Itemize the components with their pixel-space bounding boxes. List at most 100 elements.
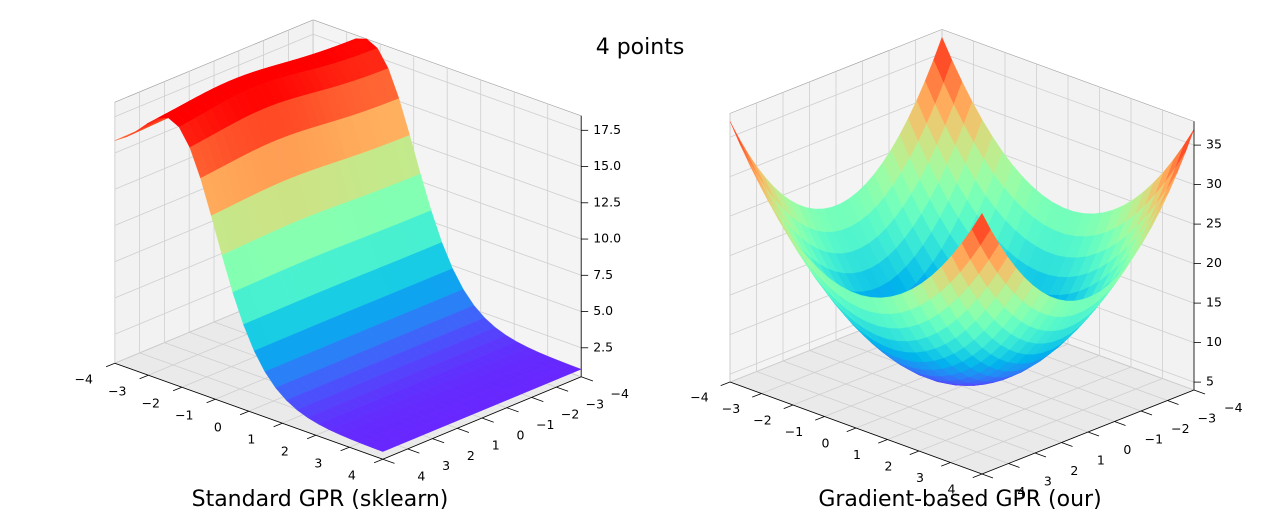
surface: [114, 38, 582, 452]
z-tick-label: 10.0: [593, 231, 621, 246]
z-tick-label: 20: [1206, 255, 1222, 270]
surface: [729, 36, 1195, 386]
tick-mark: [1167, 400, 1179, 405]
tick-mark: [1193, 389, 1206, 395]
y-tick-label: −4: [690, 390, 708, 405]
z-tick-label: 25: [1206, 216, 1222, 231]
tick-mark: [556, 386, 569, 392]
x-tick-label: −4: [1224, 400, 1242, 415]
y-tick-label: 0: [822, 436, 830, 451]
grid-line: [887, 355, 1100, 440]
x-tick-label: 4: [348, 468, 356, 483]
z-tick-label: 35: [1206, 137, 1222, 152]
y-tick-label: −2: [753, 413, 771, 428]
z-tick-label: 7.5: [593, 267, 613, 282]
grid-line: [941, 92, 1195, 185]
tick-mark: [581, 376, 594, 382]
tick-mark: [206, 398, 216, 404]
tick-mark: [1034, 452, 1047, 458]
x-tick-label: 0: [1123, 442, 1131, 457]
tick-mark: [239, 410, 249, 416]
y-tick-label: −1: [785, 424, 803, 439]
y-tick-label: 3: [442, 458, 450, 473]
surface-patch: [971, 212, 991, 246]
x-tick-label: −2: [1171, 421, 1189, 436]
x-tick-label: 1: [247, 432, 255, 447]
figure-suptitle: 4 points: [596, 35, 685, 60]
plot-right-title: Gradient-based GPR (our): [818, 487, 1101, 512]
tick-mark: [105, 362, 115, 368]
tick-mark: [878, 439, 888, 444]
tick-mark: [407, 448, 420, 454]
plot-left-title: Standard GPR (sklearn): [192, 487, 449, 512]
z-tick-label: 15.0: [593, 158, 621, 173]
x-tick-label: 0: [214, 420, 222, 435]
x-tick-label: −1: [175, 408, 193, 423]
y-tick-label: 2: [885, 459, 893, 474]
tick-mark: [139, 374, 149, 380]
z-tick-label: 5.0: [593, 303, 613, 318]
x-tick-label: −4: [75, 372, 93, 387]
tick-mark: [972, 473, 983, 479]
grid-line: [729, 52, 943, 138]
grid-line: [918, 366, 1132, 452]
z-tick-label: 30: [1206, 176, 1222, 191]
tick-mark: [783, 404, 794, 410]
x-tick-label: −2: [142, 396, 160, 411]
tick-mark: [1140, 410, 1153, 416]
x-tick-label: −1: [1145, 431, 1163, 446]
y-tick-label: 4: [948, 482, 956, 497]
x-tick-label: −3: [108, 384, 126, 399]
y-tick-label: −1: [536, 417, 554, 432]
tick-mark: [846, 427, 857, 433]
x-tick-label: 2: [1070, 463, 1078, 478]
tick-mark: [373, 458, 383, 464]
tick-mark: [720, 381, 731, 387]
y-tick-label: −3: [722, 401, 740, 416]
plot-right: −4 −3 −2 −1 0 1 2 3 4 −4 −3 −2 −1 0 1 2 3 4 5 10 15 20 25 30 35: [690, 28, 1243, 499]
tick-mark: [340, 446, 350, 452]
tick-mark: [941, 462, 951, 467]
x-tick-label: −3: [1198, 410, 1216, 425]
tick-mark: [1087, 431, 1100, 437]
x-tick-label: 3: [314, 456, 322, 471]
tick-mark: [815, 416, 825, 421]
grid-line: [941, 52, 1195, 146]
z-tick-label: 2.5: [593, 339, 613, 354]
y-tick-label: 4: [417, 469, 425, 484]
x-tick-label: 2: [281, 444, 289, 459]
tick-mark: [752, 393, 762, 398]
grid-line: [729, 92, 943, 177]
z-tick-label: 15: [1206, 295, 1222, 310]
z-tick-label: 5: [1206, 374, 1214, 389]
tick-mark: [531, 397, 544, 402]
x-tick-label: 4: [1017, 484, 1025, 499]
grid-line: [114, 33, 314, 118]
tick-mark: [909, 450, 920, 456]
y-tick-label: 2: [467, 448, 475, 463]
z-tick-label: 17.5: [593, 122, 621, 137]
tick-mark: [506, 407, 519, 413]
y-tick-label: −4: [610, 386, 628, 401]
x-tick-label: 3: [1044, 473, 1052, 488]
tick-mark: [981, 473, 994, 479]
tick-mark: [1114, 421, 1126, 426]
x-tick-label: 1: [1097, 452, 1105, 467]
tick-mark: [1061, 442, 1073, 447]
y-tick-label: −3: [586, 396, 604, 411]
y-tick-label: 0: [517, 427, 525, 442]
tick-mark: [1008, 463, 1020, 468]
tick-mark: [172, 386, 182, 392]
y-tick-label: 1: [853, 447, 861, 462]
z-tick-label: 12.5: [593, 194, 621, 209]
y-tick-label: −2: [561, 407, 579, 422]
z-tick-label: 10: [1206, 334, 1222, 349]
y-tick-label: 3: [916, 470, 924, 485]
grid-line: [950, 378, 1163, 463]
surface-patch: [371, 444, 392, 452]
y-tick-label: 1: [492, 438, 500, 453]
tick-mark: [481, 417, 494, 423]
tick-mark: [273, 422, 283, 428]
tick-mark: [432, 438, 445, 444]
